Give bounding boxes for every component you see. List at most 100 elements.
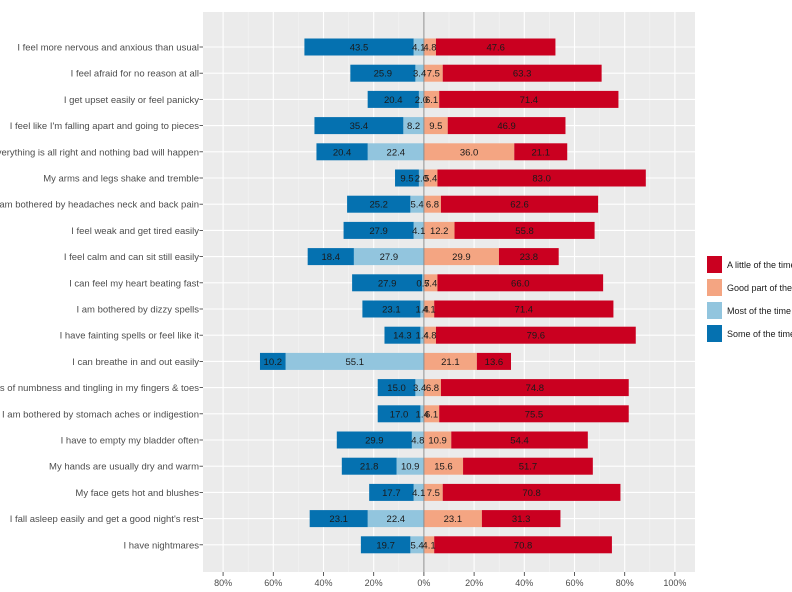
data-label: 83.0: [532, 174, 551, 185]
bar-segment: [423, 117, 448, 135]
data-label: 5.4: [411, 540, 424, 551]
bar-segment: [498, 248, 559, 266]
data-label: 4.1: [422, 305, 435, 316]
data-label: 13.6: [485, 357, 504, 368]
bar-segment: [439, 90, 619, 108]
data-label: 55.1: [345, 357, 364, 368]
data-label: 62.6: [510, 200, 529, 211]
data-label: 4.8: [423, 43, 436, 54]
data-labels: 43.5 4.14.8 47.625.9 3.4 7.5 63.320.4 2.06.1 71…: [264, 43, 551, 552]
data-label: 71.4: [520, 95, 539, 106]
data-label: 29.9: [452, 252, 471, 263]
bar-segment: [437, 274, 604, 292]
x-tick-label: 80%: [214, 578, 232, 588]
category-label: I feel weak and get tired easily: [71, 226, 199, 237]
bar-segment: [410, 536, 424, 554]
data-label: 5.4: [411, 200, 424, 211]
category-label: I feel calm and can sit still easily: [64, 252, 199, 263]
x-tick-label: 80%: [616, 578, 634, 588]
data-label: 70.8: [522, 488, 541, 499]
bar-segment: [423, 195, 441, 213]
data-label: 22.4: [387, 147, 406, 158]
category-label: I fall asleep easily and get a good nigh…: [10, 514, 200, 525]
bar-segment: [413, 483, 424, 501]
legend-key: [707, 325, 722, 342]
data-label: 4.1: [422, 540, 435, 551]
bar-segment: [476, 352, 512, 370]
bar-segment: [423, 300, 435, 318]
data-label: 9.5: [400, 174, 413, 185]
bar-segment: [481, 510, 561, 528]
data-label: 17.7: [382, 488, 401, 499]
data-label: 4.8: [411, 436, 424, 447]
category-label: I am bothered by dizzy spells: [76, 305, 199, 316]
data-label: 51.7: [519, 462, 538, 473]
data-label: 31.3: [512, 514, 531, 525]
x-tick-label: 20%: [465, 578, 483, 588]
data-label: 54.4: [510, 436, 529, 447]
bar-segment: [336, 431, 412, 449]
category-label: I feel that everything is all right and …: [0, 147, 199, 158]
bar-segment: [423, 169, 438, 187]
bar-segment: [304, 38, 414, 56]
data-label: 12.2: [430, 226, 449, 237]
data-label: 6.1: [425, 409, 438, 420]
legend-key: [707, 302, 722, 319]
data-label: 4.1: [412, 488, 425, 499]
data-label: 10.2: [264, 357, 283, 368]
data-label: 19.7: [376, 540, 395, 551]
data-label: 71.4: [515, 305, 534, 316]
bar-segment: [423, 64, 443, 82]
data-label: 23.1: [382, 305, 401, 316]
bar-segment: [423, 536, 435, 554]
legend: A little of the time Good part of the tim…: [707, 256, 792, 342]
legend-key: [707, 256, 722, 273]
category-label: My hands are usually dry and warm: [49, 462, 199, 473]
data-label: 21.1: [441, 357, 460, 368]
bar-segment: [423, 90, 440, 108]
data-label: 23.1: [329, 514, 348, 525]
bar-segment: [423, 457, 464, 475]
x-axis-ticks: 80% 60% 40% 20% 0% 20% 40% 60% 80% 100%: [214, 572, 686, 588]
bar-segment: [423, 405, 440, 423]
bar-segment: [423, 379, 441, 397]
x-tick-label: 40%: [515, 578, 533, 588]
data-label: 75.5: [525, 409, 544, 420]
data-label: 2.0: [415, 174, 428, 185]
category-label: I get feelings of numbness and tingling …: [0, 383, 199, 394]
category-label: I am bothered by headaches neck and back…: [0, 200, 199, 211]
bar-segment: [415, 379, 424, 397]
data-label: 3.4: [413, 383, 426, 394]
data-label: 15.0: [387, 383, 406, 394]
bar-segment: [442, 64, 602, 82]
bar-segment: [423, 483, 443, 501]
bar-segment: [352, 274, 423, 292]
bar-segment: [350, 64, 416, 82]
legend-key: [707, 279, 722, 296]
bar-segment: [395, 169, 419, 187]
bar-segment: [413, 221, 424, 239]
bar-segment: [423, 221, 455, 239]
bar-segment: [435, 326, 636, 344]
bar-segment: [341, 457, 397, 475]
data-label: 23.1: [444, 514, 463, 525]
data-label: 6.8: [426, 200, 439, 211]
x-tick-label: 20%: [365, 578, 383, 588]
category-label: I can breathe in and out easily: [72, 357, 199, 368]
bar-segment: [285, 352, 424, 370]
data-label: 7.5: [427, 69, 440, 80]
bar-segment: [418, 169, 424, 187]
data-label: 4.1: [412, 226, 425, 237]
data-label: 47.6: [486, 43, 505, 54]
bar-segment: [423, 143, 515, 161]
data-label: 0.7: [416, 278, 429, 289]
bar-segment: [415, 64, 424, 82]
bar-segment: [440, 379, 629, 397]
category-label: I can feel my heart beating fast: [69, 278, 199, 289]
bar-segment: [353, 248, 424, 266]
data-label: 74.8: [526, 383, 545, 394]
data-label: 8.2: [407, 121, 420, 132]
bar-segment: [316, 143, 368, 161]
data-label: 29.9: [365, 436, 384, 447]
data-label: 1.4: [416, 409, 429, 420]
